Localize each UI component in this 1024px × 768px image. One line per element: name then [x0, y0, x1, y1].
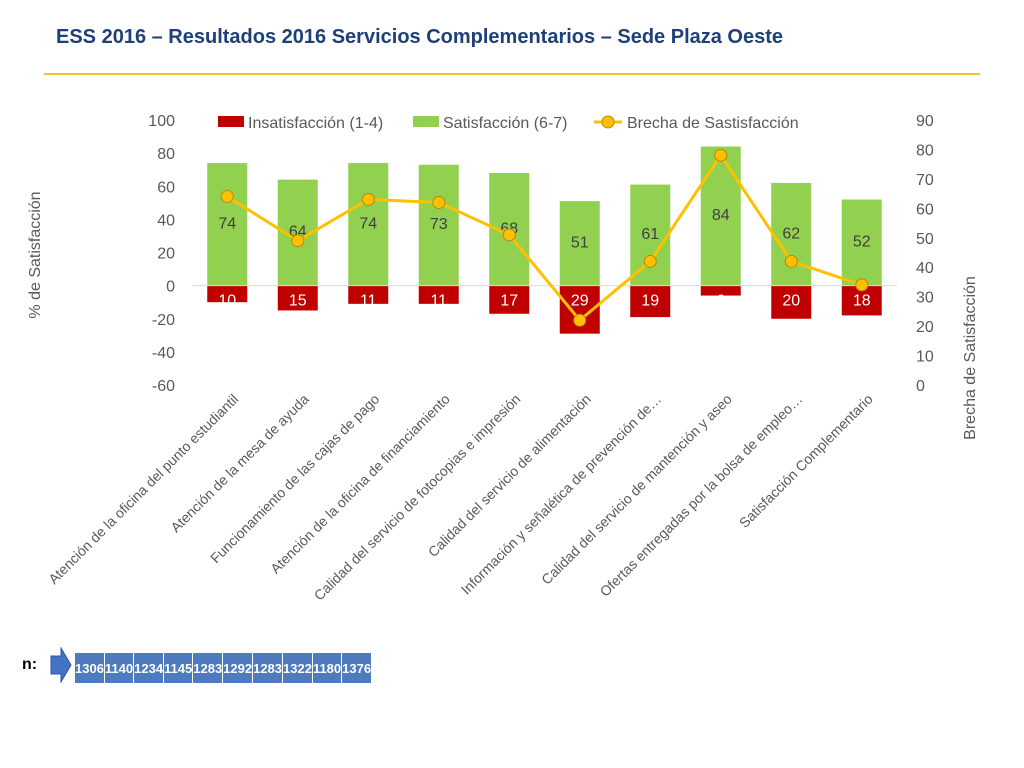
gap-point: [714, 148, 728, 162]
y2-tick-label: 40: [916, 260, 934, 277]
dissatisfaction-bar: [418, 285, 459, 304]
satisfaction-bar: [630, 184, 671, 286]
legend-swatch-dissatisfaction: [218, 116, 244, 127]
satisfaction-value-label: 74: [218, 215, 236, 232]
dissatisfaction-value-label: 6: [716, 293, 725, 310]
satisfaction-bar: [700, 146, 741, 286]
gap-point: [502, 228, 516, 242]
dissatisfaction-value-label: 10: [218, 293, 236, 310]
gap-point: [784, 254, 798, 268]
legend-swatch-gap-marker: [601, 115, 615, 129]
dissatisfaction-bar: [348, 285, 389, 304]
y-tick-label: 40: [157, 212, 175, 229]
sample-size-cell: 1283: [192, 652, 224, 684]
y-tick-label: -40: [152, 345, 175, 362]
page-title: ESS 2016 – Resultados 2016 Servicios Com…: [56, 26, 784, 48]
satisfaction-value-label: 61: [641, 226, 659, 243]
gap-point: [432, 195, 446, 209]
y-tick-label: 60: [157, 179, 175, 196]
gap-point: [573, 313, 587, 327]
satisfaction-bar: [418, 164, 459, 286]
satisfaction-value-label: 51: [571, 234, 589, 251]
gap-point: [220, 190, 234, 204]
bars: 741064157411731168175129611984662205218: [192, 146, 897, 334]
y2-tick-label: 60: [916, 201, 934, 218]
dissatisfaction-value-label: 15: [289, 293, 307, 310]
dissatisfaction-value-label: 17: [500, 293, 518, 310]
sample-size-table: 1306 1140 1234 1145 1283 1292 1283 1322 1180 1376: [74, 652, 373, 684]
sample-size-cell: 1322: [282, 652, 313, 684]
satisfaction-value-label: 84: [712, 207, 730, 224]
satisfaction-bar: [771, 182, 812, 286]
dissatisfaction-value-label: 11: [360, 293, 377, 310]
legend-label: Satisfacción (6-7): [443, 115, 568, 132]
y2-tick-label: 0: [916, 378, 925, 395]
dissatisfaction-bar: [207, 285, 248, 303]
gap-point: [643, 254, 657, 268]
gap-point: [291, 234, 305, 248]
y-tick-label: 20: [157, 246, 175, 263]
satisfaction-bar: [841, 199, 882, 286]
satisfaction-bar: [559, 201, 600, 286]
satisfaction-bar: [207, 163, 248, 286]
dissatisfaction-value-label: 18: [853, 293, 871, 310]
dissatisfaction-bar: [700, 285, 741, 296]
y-tick-label: 100: [148, 113, 175, 130]
title-divider: [44, 73, 980, 75]
y2-tick-label: 70: [916, 172, 934, 189]
gap-point: [361, 193, 375, 206]
sample-size-cell: 1306: [74, 652, 105, 684]
y2-tick-label: 30: [916, 290, 934, 307]
right-arrow-icon: [50, 647, 72, 683]
sample-size-cell: 1145: [163, 652, 194, 684]
legend-label: Brecha de Sastisfacción: [627, 115, 799, 132]
sample-size-cell: 1140: [103, 652, 135, 684]
dissatisfaction-bar: [771, 285, 812, 319]
x-tick-label: Satisfacción Complementario: [736, 391, 876, 531]
gap-line: [220, 148, 869, 327]
satisfaction-value-label: 52: [853, 234, 871, 251]
y2-tick-label: 90: [916, 113, 934, 130]
sample-size-cell: 1234: [133, 652, 165, 684]
x-axis: Atención de la oficina del punto estudia…: [45, 391, 876, 604]
satisfaction-value-label: 74: [359, 215, 377, 232]
sample-size-cell: 1283: [252, 652, 284, 684]
x-tick-label: Atención de la mesa de ayuda: [167, 391, 312, 536]
dissatisfaction-value-label: 19: [641, 293, 659, 310]
y2-tick-label: 10: [916, 349, 934, 366]
y-tick-label: -60: [152, 378, 175, 395]
gap-series-line: [226, 152, 863, 323]
sample-size-cell: 1180: [311, 652, 343, 684]
dissatisfaction-bar: [489, 285, 530, 314]
dissatisfaction-bar: [277, 285, 318, 311]
y-axis-left: 100 80 60 40 20 0 -20 -40 -60: [148, 113, 175, 395]
dissatisfaction-value-label: 29: [571, 293, 589, 310]
satisfaction-value-label: 62: [782, 225, 800, 242]
dissatisfaction-value-label: 11: [430, 293, 447, 310]
y-axis-right: 90 80 70 60 50 40 30 20 10 0: [916, 113, 934, 395]
sample-size-cell: 1292: [222, 652, 254, 684]
y-tick-label: -20: [152, 312, 175, 329]
y2-tick-label: 80: [916, 142, 934, 159]
gap-point: [855, 278, 869, 292]
y2-tick-label: 50: [916, 231, 934, 248]
satisfaction-bar: [348, 163, 389, 286]
dissatisfaction-value-label: 20: [782, 293, 800, 310]
y-tick-label: 0: [166, 279, 175, 296]
sample-size-cell: 1376: [341, 652, 373, 684]
y2-tick-label: 20: [916, 319, 934, 336]
y2-axis-title: Brecha de Satisfacción: [962, 276, 979, 440]
y-axis-title: % de Satisfacción: [27, 191, 44, 318]
legend: Insatisfacción (1-4) Satisfacción (6-7) Br…: [218, 115, 799, 132]
sample-size-label: n:: [22, 656, 38, 673]
legend-swatch-satisfaction: [413, 116, 439, 127]
y-tick-label: 80: [157, 146, 175, 163]
legend-label: Insatisfacción (1-4): [248, 115, 383, 132]
satisfaction-value-label: 73: [430, 216, 448, 233]
dissatisfaction-bar: [630, 285, 671, 318]
